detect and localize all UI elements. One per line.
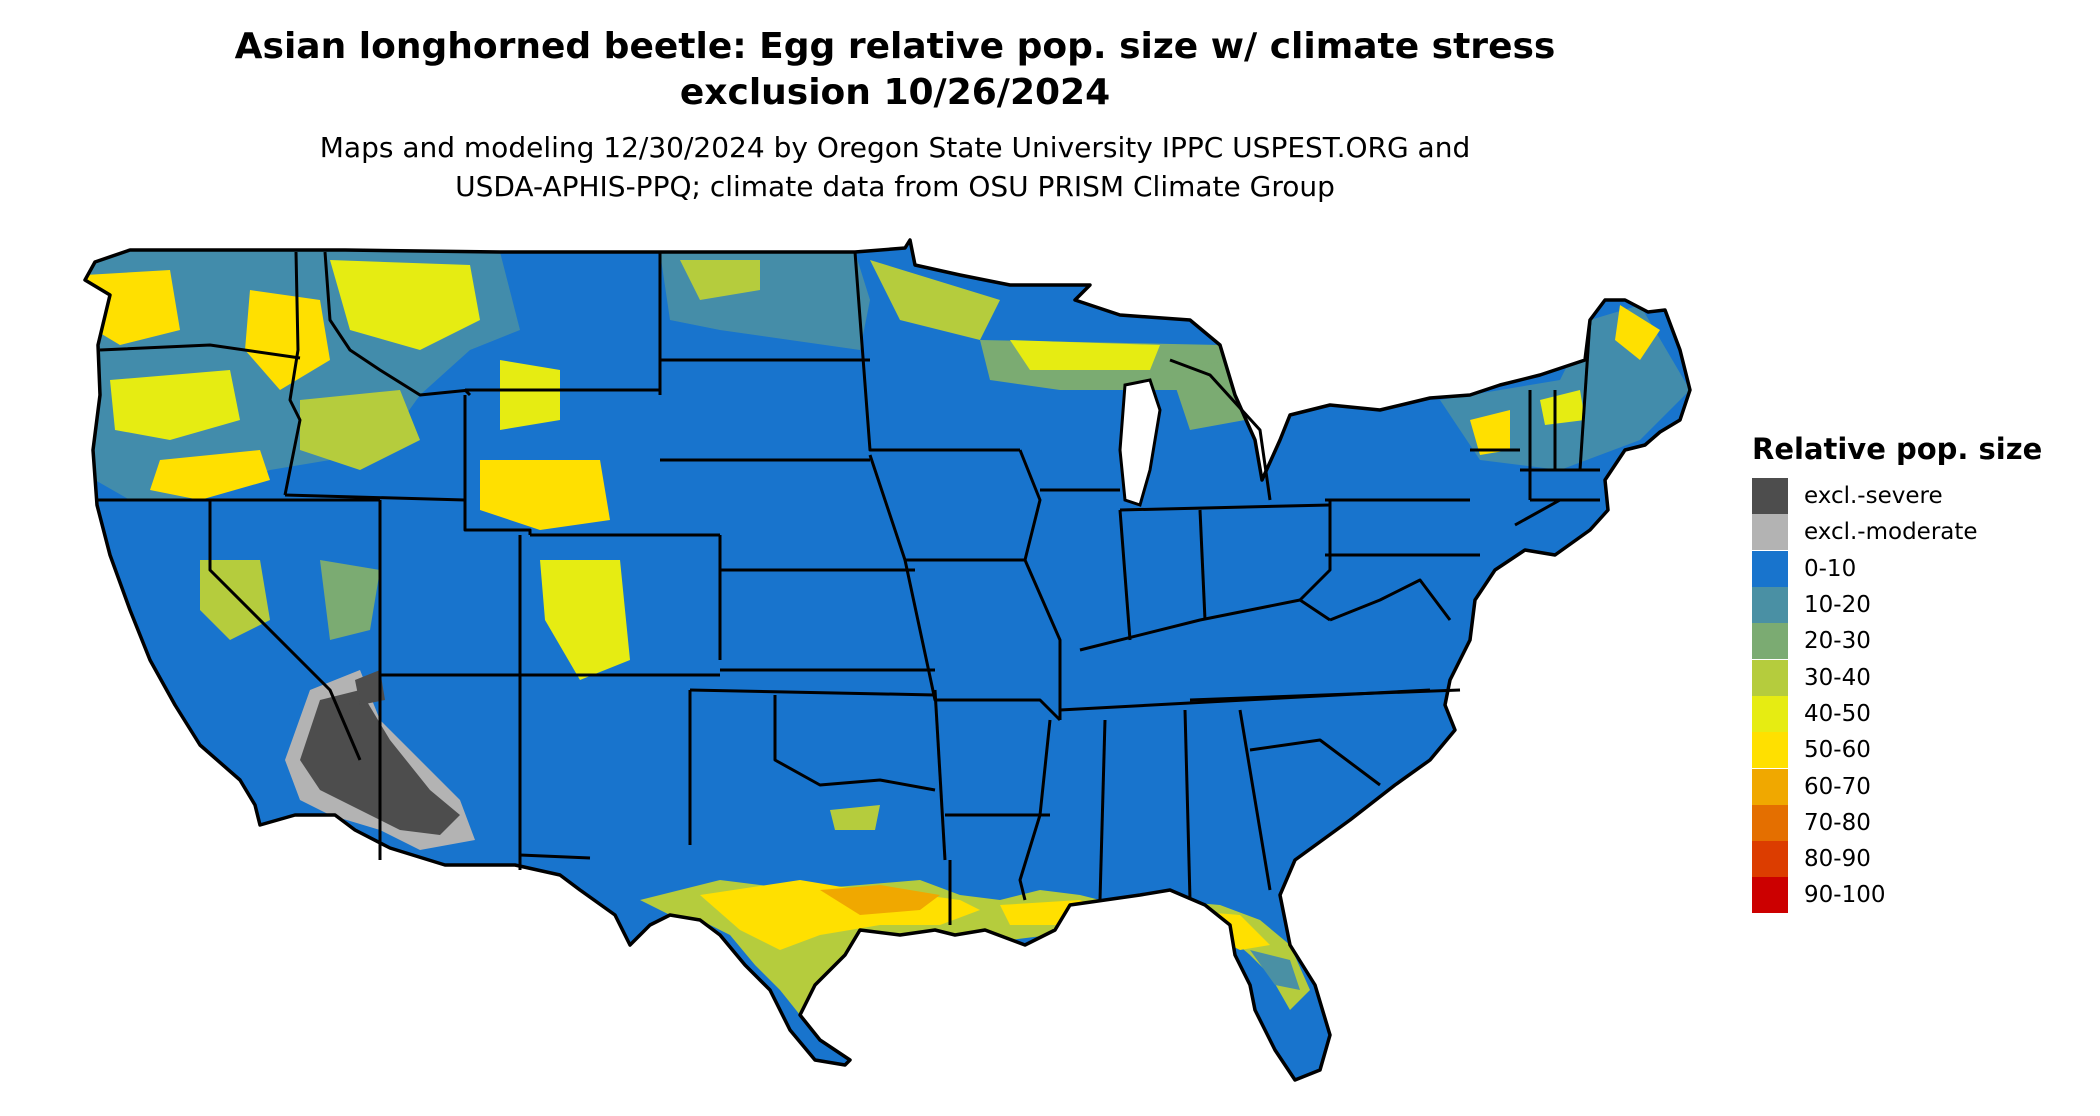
north-central-region bbox=[660, 252, 1245, 430]
legend-item: excl.-severe bbox=[1752, 478, 2042, 515]
legend-label: 70-80 bbox=[1804, 809, 1871, 836]
legend: Relative pop. size excl.-severe excl.-mod… bbox=[1752, 432, 2042, 914]
title-line-2: exclusion 10/26/2024 bbox=[679, 72, 1111, 113]
legend-item: excl.-moderate bbox=[1752, 514, 2042, 551]
legend-swatch bbox=[1752, 550, 1788, 587]
title-line-1: Asian longhorned beetle: Egg relative po… bbox=[234, 26, 1556, 67]
legend-label: 40-50 bbox=[1804, 700, 1871, 727]
us-map bbox=[83, 238, 1692, 1082]
legend-item: 80-90 bbox=[1752, 841, 2042, 878]
legend-label: excl.-severe bbox=[1804, 483, 1943, 510]
map-subtitle: Maps and modeling 12/30/2024 by Oregon S… bbox=[0, 128, 1790, 206]
legend-label: 0-10 bbox=[1804, 555, 1857, 582]
legend-item: 40-50 bbox=[1752, 695, 2042, 732]
legend-swatch bbox=[1752, 623, 1788, 660]
legend-swatch bbox=[1752, 695, 1788, 732]
subtitle-line-2: USDA-APHIS-PPQ; climate data from OSU PR… bbox=[455, 170, 1335, 203]
legend-label: 90-100 bbox=[1804, 882, 1886, 909]
legend-swatch bbox=[1752, 587, 1788, 624]
subtitle-line-1: Maps and modeling 12/30/2024 by Oregon S… bbox=[319, 131, 1471, 164]
legend-item: 0-10 bbox=[1752, 550, 2042, 587]
legend-label: excl.-moderate bbox=[1804, 519, 1978, 546]
legend-swatch bbox=[1752, 804, 1788, 841]
legend-label: 10-20 bbox=[1804, 592, 1871, 619]
us-outline bbox=[83, 238, 1692, 1082]
legend-item: 60-70 bbox=[1752, 768, 2042, 805]
legend-items: excl.-severe excl.-moderate 0-10 10-20 20-30… bbox=[1752, 478, 2042, 914]
northwest-yellow-region bbox=[85, 250, 630, 680]
legend-item: 70-80 bbox=[1752, 804, 2042, 841]
legend-swatch bbox=[1752, 768, 1788, 805]
state-borders bbox=[95, 251, 1600, 925]
legend-swatch bbox=[1752, 478, 1788, 515]
legend-label: 20-30 bbox=[1804, 628, 1871, 655]
legend-item: 20-30 bbox=[1752, 623, 2042, 660]
legend-item: 50-60 bbox=[1752, 732, 2042, 769]
legend-label: 30-40 bbox=[1804, 664, 1871, 691]
lake-michigan bbox=[1118, 378, 1162, 507]
map-title: Asian longhorned beetle: Egg relative po… bbox=[0, 24, 1790, 116]
legend-swatch bbox=[1752, 514, 1788, 551]
legend-swatch bbox=[1752, 841, 1788, 878]
legend-item: 10-20 bbox=[1752, 587, 2042, 624]
legend-swatch bbox=[1752, 732, 1788, 769]
legend-label: 80-90 bbox=[1804, 846, 1871, 873]
legend-label: 50-60 bbox=[1804, 737, 1871, 764]
legend-item: 30-40 bbox=[1752, 659, 2042, 696]
legend-swatch bbox=[1752, 877, 1788, 914]
legend-swatch bbox=[1752, 659, 1788, 696]
legend-label: 60-70 bbox=[1804, 773, 1871, 800]
legend-item: 90-100 bbox=[1752, 877, 2042, 914]
northeast-region bbox=[1440, 305, 1690, 470]
legend-title: Relative pop. size bbox=[1752, 432, 2043, 466]
